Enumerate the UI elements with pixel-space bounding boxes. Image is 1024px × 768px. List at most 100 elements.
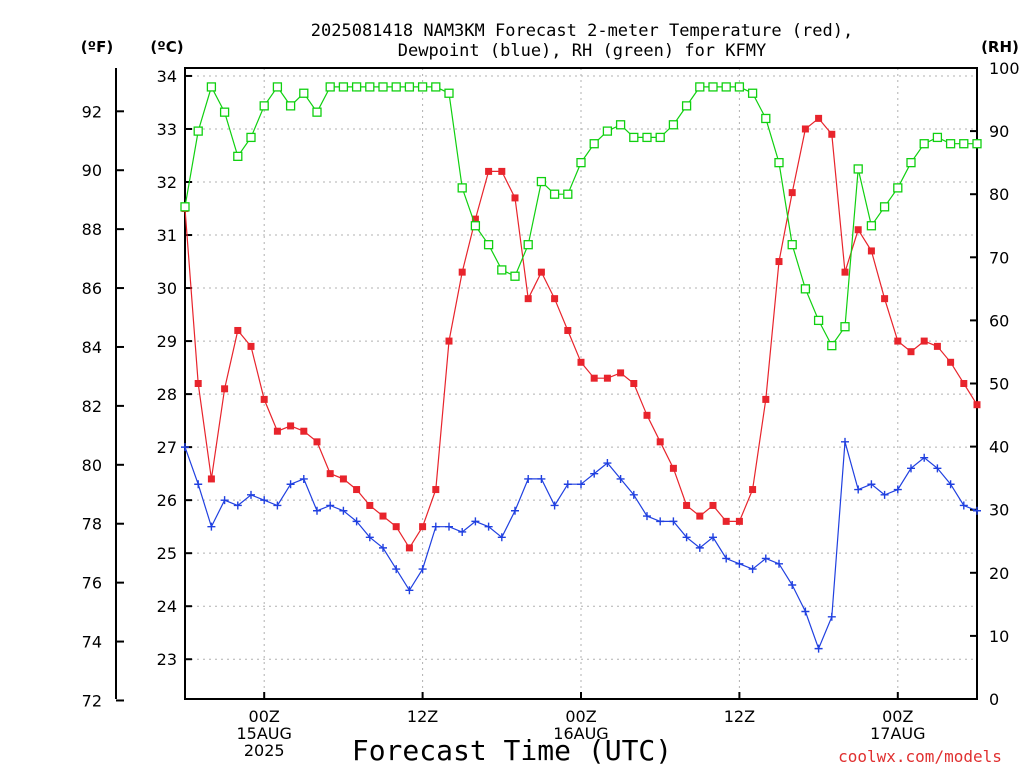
- rh-point: [312, 107, 322, 117]
- fahrenheit-tick-label: 72: [82, 691, 102, 710]
- rh-point: [602, 126, 613, 136]
- dewpoint-point: [788, 580, 797, 589]
- rh-point: [206, 82, 217, 92]
- dewpoint-point: [854, 485, 863, 494]
- fahrenheit-tick-label: 92: [82, 102, 102, 121]
- temperature-point: [353, 486, 361, 494]
- rh-point: [800, 284, 811, 294]
- dewpoint-point: [616, 474, 625, 483]
- celsius-tick-label: 27: [157, 438, 177, 457]
- rh-point: [272, 82, 283, 92]
- dewpoint-point: [973, 506, 981, 515]
- rh-point: [246, 132, 256, 143]
- dewpoint-point: [471, 517, 480, 526]
- dewpoint-point: [643, 512, 651, 521]
- fahrenheit-tick-label: 88: [82, 220, 102, 239]
- time-tick-label: 2025: [244, 741, 285, 760]
- dewpoint-point: [379, 543, 387, 552]
- temperature-point: [194, 380, 202, 387]
- fahrenheit-tick-label: 86: [82, 279, 102, 298]
- celsius-tick-label: 24: [157, 597, 177, 616]
- rh-point: [404, 82, 415, 92]
- time-tick-label: 00Z: [882, 707, 913, 726]
- temperature-point: [801, 125, 809, 133]
- rh-point: [180, 202, 190, 212]
- fahrenheit-tick-label: 82: [82, 397, 102, 416]
- rh-point: [470, 221, 481, 231]
- rh-point: [695, 82, 705, 92]
- temperature-point: [590, 374, 598, 382]
- temperature-point: [392, 523, 400, 531]
- celsius-tick-label: 25: [157, 544, 177, 563]
- temperature-point: [788, 189, 796, 197]
- dewpoint-point: [445, 522, 453, 531]
- temperature-point: [524, 295, 532, 303]
- temperature-point: [669, 464, 677, 472]
- dewpoint-point: [775, 559, 783, 568]
- dewpoint-point: [497, 533, 506, 542]
- temperature-point: [207, 475, 215, 483]
- celsius-tick-label: 23: [157, 650, 177, 669]
- rh-point: [655, 132, 665, 143]
- temperature-point: [260, 395, 268, 403]
- rh-point: [444, 88, 454, 98]
- rh-tick-label: 30: [989, 501, 1009, 520]
- rh-series: [180, 82, 982, 351]
- dewpoint-point: [352, 517, 361, 526]
- dewpoint-point: [682, 533, 691, 542]
- dewpoint-point: [550, 501, 559, 510]
- fahrenheit-axis: 72 74 76 78 80 82 84 86 88 90 92: [82, 102, 124, 710]
- temperature-point: [643, 411, 651, 419]
- rh-point: [708, 82, 718, 92]
- dewpoint-point: [761, 554, 770, 563]
- temperature-point: [221, 385, 229, 393]
- dewpoint-point: [365, 533, 374, 542]
- rh-point: [959, 139, 969, 149]
- temperature-point: [722, 517, 730, 525]
- temperature-point: [234, 326, 242, 334]
- temperature-point: [933, 342, 941, 350]
- dewpoint-point: [194, 480, 203, 489]
- rh-point: [576, 157, 586, 168]
- dewpoint-point: [577, 480, 585, 489]
- chart-title-line2: Dewpoint (blue), RH (green) for KFMY: [398, 41, 766, 61]
- dewpoint-point: [524, 474, 533, 483]
- temperature-point: [458, 268, 466, 276]
- dewpoint-point: [233, 501, 242, 510]
- dewpoint-point: [392, 565, 401, 574]
- celsius-axis: 23 24 25 26 27 28 29 30 31 32 33 34: [157, 67, 192, 669]
- dewpoint-point: [299, 474, 308, 483]
- rh-line: [184, 85, 977, 347]
- dewpoint-point: [907, 464, 915, 473]
- celsius-tick-label: 30: [157, 279, 177, 298]
- temperature-point: [326, 470, 334, 478]
- celsius-tick-label: 31: [157, 226, 177, 245]
- temperature-point: [485, 167, 493, 175]
- rh-point: [787, 240, 797, 250]
- celsius-unit-label: (ºC): [150, 38, 183, 56]
- dewpoint-point: [326, 501, 335, 510]
- dewpoint-point: [920, 453, 929, 462]
- rh-tick-label: 0: [989, 690, 999, 709]
- dewpoint-point: [260, 496, 269, 505]
- rh-point: [193, 126, 203, 136]
- celsius-tick-label: 33: [157, 120, 177, 139]
- temperature-point: [973, 401, 981, 409]
- rh-point: [457, 183, 467, 193]
- temperature-point: [379, 512, 387, 520]
- temperature-point: [854, 226, 862, 234]
- temperature-point: [656, 438, 664, 446]
- rh-point: [813, 315, 824, 326]
- credit-label: coolwx.com/models: [838, 747, 1002, 766]
- time-tick-label: 17AUG: [870, 724, 925, 743]
- rh-unit-label: (RH): [981, 38, 1019, 56]
- rh-point: [563, 189, 573, 199]
- rh-point: [774, 157, 784, 168]
- rh-point: [549, 189, 560, 199]
- celsius-tick-label: 26: [157, 491, 177, 510]
- rh-point: [734, 82, 745, 92]
- rh-point: [325, 82, 335, 92]
- rh-tick-label: 60: [989, 311, 1009, 330]
- rh-point: [391, 82, 401, 92]
- dewpoint-point: [669, 517, 678, 526]
